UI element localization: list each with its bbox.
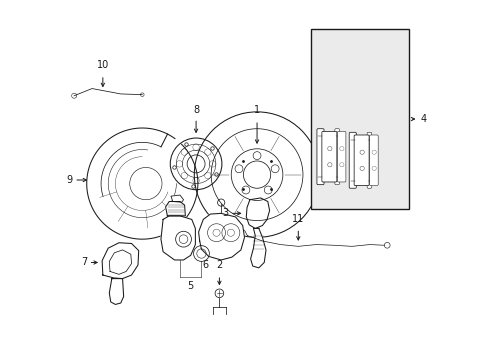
Text: 1: 1 <box>253 105 260 115</box>
Text: 6: 6 <box>202 260 208 270</box>
FancyBboxPatch shape <box>366 132 371 188</box>
Text: 10: 10 <box>97 59 109 69</box>
Text: 7: 7 <box>81 257 87 267</box>
FancyBboxPatch shape <box>337 131 345 182</box>
Bar <box>310 30 408 209</box>
FancyBboxPatch shape <box>369 135 377 185</box>
Circle shape <box>170 138 222 190</box>
Polygon shape <box>198 213 244 260</box>
Polygon shape <box>246 198 269 228</box>
FancyBboxPatch shape <box>321 131 336 182</box>
FancyBboxPatch shape <box>353 135 368 185</box>
Text: 5: 5 <box>187 282 193 292</box>
Polygon shape <box>250 228 265 268</box>
FancyBboxPatch shape <box>334 129 339 185</box>
Text: 3: 3 <box>222 208 228 219</box>
Circle shape <box>194 112 319 237</box>
Text: 4: 4 <box>419 114 426 124</box>
Polygon shape <box>165 202 185 216</box>
FancyBboxPatch shape <box>316 129 324 185</box>
Text: 8: 8 <box>193 105 199 115</box>
Text: 2: 2 <box>216 260 222 270</box>
Text: 9: 9 <box>66 175 72 185</box>
Polygon shape <box>171 195 183 202</box>
Polygon shape <box>109 279 123 305</box>
Polygon shape <box>161 216 195 260</box>
FancyBboxPatch shape <box>348 132 356 188</box>
Text: 11: 11 <box>291 214 304 224</box>
Polygon shape <box>102 243 139 279</box>
